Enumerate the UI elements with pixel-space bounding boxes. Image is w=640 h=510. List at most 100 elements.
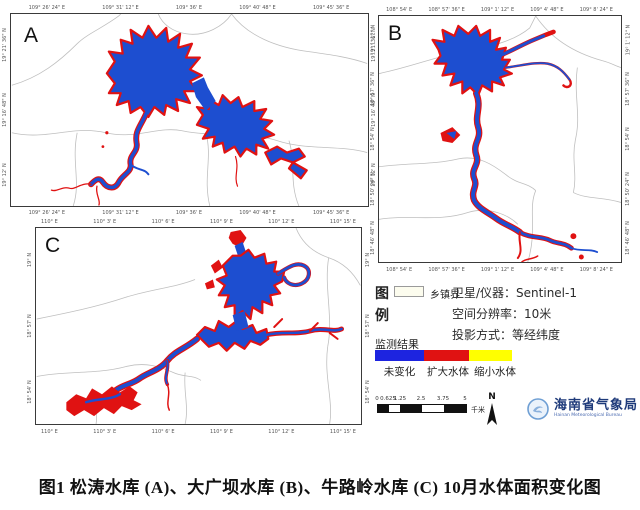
axis-tick-label: 109° 4' 48" E — [530, 7, 564, 13]
axis-tick-label: 109° 1' 12" E — [480, 7, 515, 13]
meteorological-emblem-icon — [527, 398, 549, 420]
axis-tick-label: 110° E — [41, 429, 58, 435]
axis-tick-label: 18° 54' N — [27, 380, 33, 404]
scalebar-ticks: 0 0.625 1.25 2.5 3.75 5 — [375, 396, 469, 403]
admin-boundaries — [11, 14, 368, 206]
reservoir-c-upper — [215, 248, 286, 321]
panel-a-lat-labels-left: 19° 21' 36" N 19° 16' 48" N 19° 12' N — [1, 13, 9, 207]
expanded-swatch — [424, 350, 469, 361]
axis-tick-label: 109° 36' E — [175, 210, 203, 216]
axis-tick-label: 110° 6' E — [151, 219, 175, 225]
panel-c-lon-labels-top: 110° E 110° 3' E 110° 6' E 110° 9' E 110° 12… — [35, 218, 362, 226]
map-panel-a — [10, 13, 369, 207]
panel-b-letter: B — [388, 22, 403, 45]
agency-name: 海南省气象局 — [554, 398, 639, 413]
reservoir-a-e-lobe — [195, 94, 276, 158]
axis-tick-label: 110° 15' E — [329, 429, 356, 435]
agency-subtitle: Hainan Meteorological Bureau — [554, 413, 622, 418]
panel-c-lat-labels-left: 19° N 18° 57' N 18° 54' N — [26, 227, 34, 425]
legend-title-char-1: 图 — [375, 286, 389, 302]
water-layers — [66, 229, 345, 417]
north-arrow: N — [483, 393, 501, 432]
axis-tick-label: 110° E — [41, 219, 58, 225]
axis-tick-label: 108° 54' E — [386, 267, 413, 273]
admin-boundaries — [36, 228, 361, 424]
axis-tick-label: 110° 6' E — [151, 429, 175, 435]
axis-tick-label: 109° 31' 12" E — [102, 210, 139, 216]
expanded-water-southwest — [66, 386, 142, 417]
axis-tick-label: 109° 26' 24" E — [28, 5, 65, 11]
axis-tick-label: 110° 15' E — [329, 219, 356, 225]
reservoir-c-central — [195, 319, 270, 352]
axis-tick-label: 109° 8' 24" E — [579, 267, 613, 273]
panel-c-lon-labels-bottom: 110° E 110° 3' E 110° 6' E 110° 9' E 110° 12… — [35, 428, 362, 436]
metadata-line: 卫星/仪器：Sentinel-1 — [452, 286, 577, 300]
scalebar-tick: 5 — [463, 396, 467, 402]
legend-title-char-2: 例 — [375, 308, 389, 324]
panel-a-lon-labels-bottom: 109° 26' 24" E 109° 31' 12" E 109° 36' E 10… — [10, 209, 368, 217]
map-panel-b — [378, 15, 622, 263]
figure-caption: 图1 松涛水库 (A)、大广坝水库 (B)、牛路岭水库 (C) 10月水体面积变… — [38, 478, 602, 497]
axis-tick-label: 109° 8' 24" E — [579, 7, 613, 13]
panel-b-lon-labels-bottom: 108° 54' E 108° 57' 36" E 109° 1' 12" E 109… — [378, 266, 621, 274]
axis-tick-label: 19° N — [27, 252, 34, 268]
shrunk-swatch — [469, 350, 512, 361]
axis-tick-label: 109° 36' E — [175, 5, 203, 11]
axis-tick-label: 18° 50' 24" N — [625, 171, 631, 206]
map-graphic-c — [36, 228, 361, 424]
scalebar-unit: 千米 — [471, 406, 485, 414]
axis-tick-label: 109° 4' 48" E — [530, 267, 564, 273]
panel-b-lat-labels-right: 19° 1' 12" N 18° 57' 36" N 18° 54' N 18° 50… — [624, 15, 632, 263]
axis-tick-label: 108° 57' 36" E — [428, 7, 465, 13]
axis-tick-label: 108° 54' E — [386, 7, 413, 13]
scalebar-tick: 3.75 — [436, 396, 450, 402]
axis-tick-label: 19° N — [365, 252, 372, 268]
scalebar — [377, 404, 467, 413]
axis-tick-label: 19° 1' 12" N — [370, 24, 376, 56]
admin-boundaries — [379, 16, 621, 262]
map-panel-c — [35, 227, 362, 425]
axis-tick-label: 109° 40' 48" E — [239, 210, 276, 216]
metadata-line: 投影方式：等经纬度 — [452, 328, 561, 342]
result-class-labels: 未变化 扩大水体 缩小水体 — [375, 364, 518, 379]
axis-tick-label: 110° 12' E — [268, 429, 295, 435]
axis-tick-label: 18° 54' N — [365, 380, 371, 404]
scalebar-tick: 0 — [375, 396, 379, 402]
axis-tick-label: 109° 45' 36" E — [312, 210, 350, 216]
north-needle-icon — [487, 403, 497, 425]
axis-tick-label: 18° 57' N — [27, 314, 33, 338]
axis-tick-label: 109° 26' 24" E — [28, 210, 65, 216]
axis-tick-label: 19° 12' N — [2, 162, 8, 187]
axis-tick-label: 18° 50' 24" N — [370, 171, 376, 206]
township-boundary-label: 乡镇界 — [430, 290, 460, 301]
axis-tick-label: 109° 31' 12" E — [102, 5, 139, 11]
panel-c-lat-labels-right: 19° N 18° 57' N 18° 54' N — [364, 227, 372, 425]
reservoir-b-main-lobe — [431, 24, 513, 97]
axis-tick-label: 18° 54' N — [625, 127, 631, 151]
panel-a-lon-labels-top: 109° 26' 24" E 109° 31' 12" E 109° 36' E 10… — [10, 4, 368, 12]
axis-tick-label: 19° 21' 36" N — [2, 28, 8, 63]
axis-tick-label: 18° 54' N — [370, 127, 376, 151]
metadata-line: 空间分辨率：10米 — [452, 307, 552, 321]
axis-tick-label: 18° 57' 36" N — [370, 72, 376, 107]
result-class-colorbar — [375, 350, 512, 361]
results-title: 监测结果 — [375, 338, 419, 351]
axis-tick-label: 108° 57' 36" E — [428, 267, 465, 273]
metadata-info: 卫星/仪器：Sentinel-1 空间分辨率：10米 投影方式：等经纬度 — [452, 283, 638, 346]
axis-tick-label: 109° 40' 48" E — [239, 5, 276, 11]
axis-tick-label: 110° 3' E — [93, 429, 117, 435]
axis-tick-label: 18° 46' 48" N — [625, 221, 631, 256]
axis-tick-label: 109° 45' 36" E — [312, 5, 350, 11]
north-label: N — [488, 392, 496, 402]
axis-tick-label: 109° 1' 12" E — [480, 267, 515, 273]
scalebar-tick: 0.625 — [380, 396, 396, 402]
agency-logo: 海南省气象局 Hainan Meteorological Bureau — [527, 398, 638, 420]
unchanged-label: 未变化 — [383, 366, 416, 378]
reservoir-a-nw-lobe — [105, 24, 203, 119]
map-graphic-b — [379, 16, 621, 262]
panel-b-lon-labels-top: 108° 54' E 108° 57' 36" E 109° 1' 12" E 109… — [378, 6, 621, 14]
axis-tick-label: 18° 57' 36" N — [625, 72, 631, 107]
township-boundary-swatch — [394, 286, 424, 297]
axis-tick-label: 19° 1' 12" N — [625, 24, 631, 56]
